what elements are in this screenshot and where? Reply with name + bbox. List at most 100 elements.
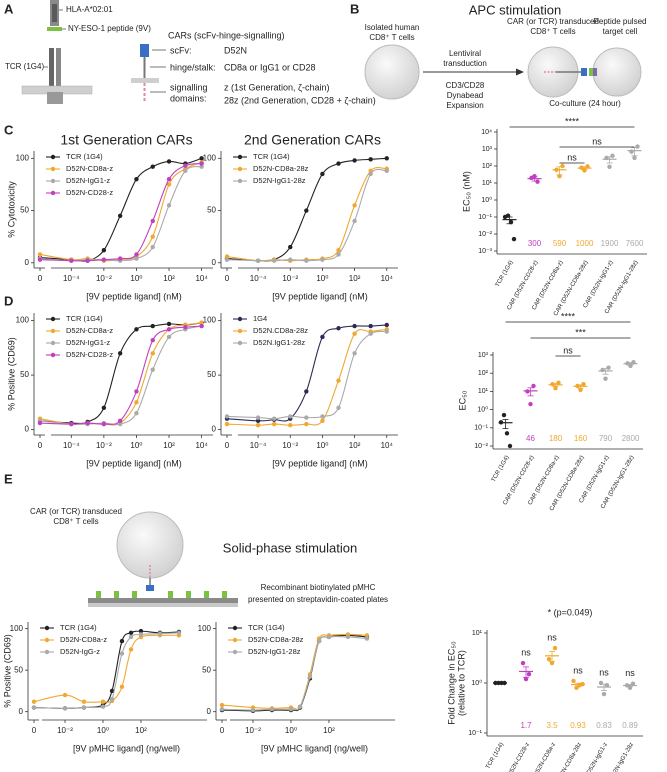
panel-label: A bbox=[4, 1, 14, 16]
label: signalling bbox=[170, 82, 208, 92]
series-line bbox=[39, 322, 202, 425]
data-point bbox=[271, 258, 277, 263]
data-point bbox=[336, 378, 341, 383]
data-point bbox=[271, 416, 277, 421]
data-point bbox=[224, 254, 230, 259]
data-point bbox=[320, 257, 325, 262]
legend-marker bbox=[50, 328, 56, 334]
data-point bbox=[297, 704, 303, 709]
data-point bbox=[269, 707, 275, 712]
data-point bbox=[582, 168, 587, 173]
series-line bbox=[33, 634, 179, 703]
y-tick-label: 10¹ bbox=[478, 388, 489, 395]
plate bbox=[88, 603, 238, 607]
x-tick-label: 10⁻² bbox=[282, 441, 298, 450]
label: CD8⁺ T cells bbox=[530, 27, 575, 36]
data-point bbox=[199, 156, 204, 161]
label: Peptide pulsed bbox=[594, 17, 647, 26]
legend-marker bbox=[237, 154, 243, 160]
data-point bbox=[320, 418, 325, 424]
data-point bbox=[531, 383, 536, 389]
value-label: 0.83 bbox=[596, 721, 612, 730]
x-tick-label: 10⁻⁴ bbox=[250, 274, 267, 283]
data-point bbox=[528, 401, 533, 407]
data-point bbox=[117, 418, 123, 424]
data-point bbox=[138, 632, 144, 637]
data-point bbox=[526, 671, 532, 677]
series-line bbox=[221, 633, 367, 710]
x-tick-label: 10⁰ bbox=[130, 274, 142, 283]
data-point bbox=[117, 351, 123, 356]
data-point bbox=[150, 367, 155, 372]
data-point bbox=[368, 157, 373, 162]
series-line bbox=[226, 168, 387, 262]
legend-marker bbox=[44, 637, 50, 643]
legend-marker bbox=[232, 637, 238, 643]
x-tick-label: 10⁰ bbox=[97, 726, 109, 735]
data-point bbox=[352, 351, 357, 356]
data-point bbox=[119, 638, 125, 644]
legend-label: TCR (1G4) bbox=[248, 623, 285, 632]
significance-label: ns bbox=[573, 665, 583, 675]
legend-label: D52N-IgG1-z bbox=[66, 176, 110, 185]
pmhc-row bbox=[96, 591, 227, 598]
series-line bbox=[39, 162, 202, 262]
hla-icon bbox=[52, 4, 57, 22]
data-point bbox=[535, 179, 540, 184]
data-point bbox=[69, 258, 74, 263]
x-tick-label: D52N-IgG1-28z bbox=[609, 742, 635, 772]
data-point bbox=[352, 331, 357, 336]
y-tick-label: 100 bbox=[10, 624, 24, 633]
x-tick-label: D52N-CD8a-28z bbox=[556, 742, 583, 772]
legend-marker bbox=[232, 625, 238, 631]
x-tick-label: TCR (1G4) bbox=[485, 742, 505, 770]
data-point bbox=[85, 420, 90, 426]
data-point bbox=[109, 688, 115, 694]
legend-label: D52N-CD8a-28z bbox=[253, 164, 309, 173]
data-point bbox=[183, 324, 188, 330]
label: scFv: bbox=[170, 45, 192, 55]
series-line bbox=[226, 328, 387, 426]
data-point bbox=[571, 678, 576, 684]
value-label: 1900 bbox=[601, 239, 619, 248]
data-point bbox=[336, 252, 341, 257]
data-point bbox=[552, 645, 558, 651]
x-tick-label: D52N-CD8a-z bbox=[533, 742, 557, 772]
y-tick-label: 10³ bbox=[478, 352, 489, 359]
x-tick-label: D52N-CD28-z bbox=[507, 742, 531, 772]
label: CAR (or TCR) transduced bbox=[507, 17, 599, 26]
x-axis-label: [9V peptide ligand] (nM) bbox=[86, 291, 182, 301]
series-line bbox=[226, 167, 387, 262]
label: NY-ESO-1 peptide (9V) bbox=[68, 24, 151, 33]
value-label: 3.5 bbox=[546, 721, 558, 730]
data-point bbox=[117, 213, 123, 218]
data-point bbox=[288, 707, 294, 712]
y-tick-label: 0 bbox=[207, 707, 212, 716]
x-tick-label: 0 bbox=[38, 441, 43, 450]
value-label: 790 bbox=[599, 434, 613, 443]
data-point bbox=[304, 421, 309, 427]
x-tick-label: 10⁰ bbox=[316, 441, 328, 450]
value-label: 1000 bbox=[576, 239, 594, 248]
data-point bbox=[336, 161, 341, 166]
x-tick-label: 0 bbox=[32, 726, 37, 735]
car-icon bbox=[146, 585, 154, 591]
x-axis-label: [9V peptide ligand] (nM) bbox=[86, 458, 182, 468]
data-point bbox=[304, 258, 309, 263]
legend-marker bbox=[237, 316, 243, 322]
data-point bbox=[37, 257, 43, 262]
data-point bbox=[199, 161, 204, 166]
data-point bbox=[610, 153, 615, 158]
legend-label: D52N.IgG1-28z bbox=[253, 338, 305, 347]
legend-marker bbox=[232, 649, 238, 655]
data-point bbox=[336, 326, 341, 331]
value-label: 2800 bbox=[622, 434, 640, 443]
y-tick-label: 50 bbox=[207, 206, 216, 215]
label: D52N bbox=[224, 45, 247, 55]
data-point bbox=[219, 707, 225, 712]
data-point bbox=[166, 327, 172, 332]
pmhc-icon bbox=[593, 68, 597, 76]
data-point bbox=[150, 218, 155, 224]
y-tick-label: 100 bbox=[198, 624, 212, 633]
